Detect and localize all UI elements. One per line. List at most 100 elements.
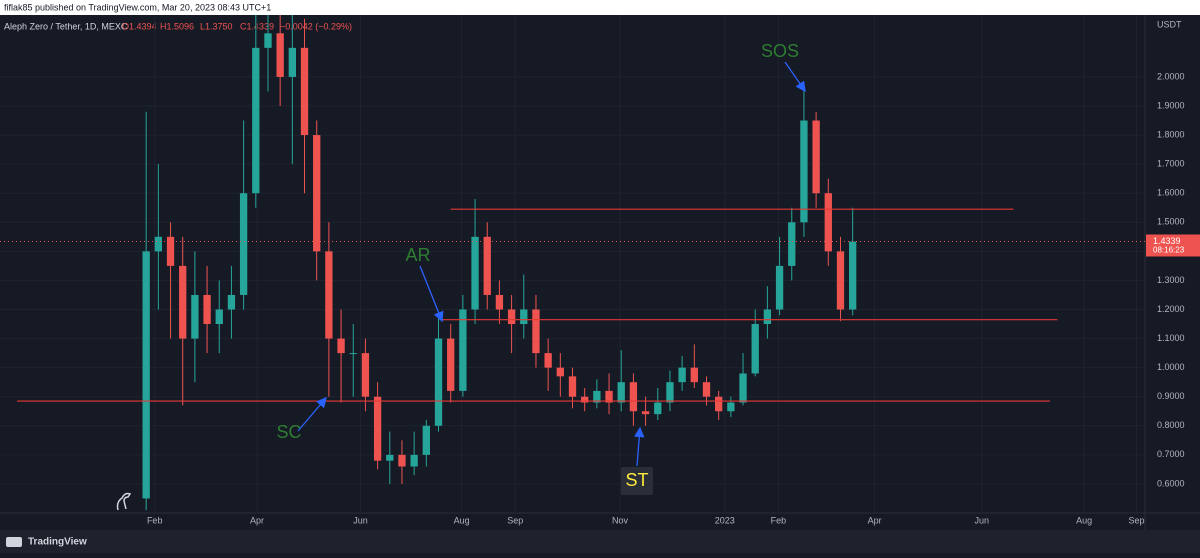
legend-value: O1.4394 <box>122 21 157 31</box>
y-tick-label: 1.1000 <box>1157 333 1185 343</box>
y-unit: USDT <box>1157 19 1182 29</box>
x-tick-label: Feb <box>147 515 163 525</box>
annotation: SC <box>276 422 301 442</box>
candle-body <box>532 309 540 354</box>
annotation: AR <box>405 245 430 265</box>
legend-value: L1.3750 <box>200 21 233 31</box>
candle-body <box>483 236 491 295</box>
candle-body <box>288 47 296 77</box>
candle-body <box>763 309 772 325</box>
y-tick-label: 1.0000 <box>1157 362 1185 372</box>
candle-body <box>751 324 759 374</box>
candle-body <box>593 390 601 403</box>
candle-body <box>447 338 455 391</box>
header-bar <box>0 0 1200 15</box>
annotation-arrow <box>297 397 327 432</box>
candle-body <box>556 367 564 377</box>
candle-body <box>654 402 662 415</box>
candle-body <box>666 382 674 403</box>
candle-body <box>507 309 516 325</box>
candle-body <box>203 294 211 325</box>
y-tick-label: 1.6000 <box>1157 188 1185 198</box>
annotation-box <box>621 467 653 495</box>
candle-body <box>179 265 187 339</box>
x-tick-label: Jun <box>975 515 990 525</box>
annotation-arrow <box>634 426 645 467</box>
footer-bar <box>0 530 1200 553</box>
plot-bg <box>0 15 1200 530</box>
candle-body <box>617 382 625 403</box>
y-tick-label: 1.8000 <box>1157 129 1185 139</box>
candle-body <box>422 425 430 455</box>
y-tick-label: 1.7000 <box>1157 159 1185 169</box>
y-tick-label: 0.6000 <box>1157 478 1185 488</box>
x-tick-label: Sep <box>1128 515 1144 525</box>
candle-body <box>715 396 723 412</box>
plot-area <box>0 15 1145 511</box>
candle-body <box>812 120 820 194</box>
candle-body <box>361 353 370 397</box>
legend-value: H1.5096 <box>160 21 194 31</box>
brand-logo <box>6 537 22 547</box>
x-tick-label: Aug <box>1076 515 1092 525</box>
candle-body <box>849 241 857 310</box>
candle-body <box>264 33 272 48</box>
candle-body <box>824 193 832 252</box>
y-tick-label: 0.9000 <box>1157 391 1185 401</box>
candle-body <box>239 193 248 295</box>
candle-body <box>775 265 784 310</box>
candle-body <box>349 353 357 355</box>
y-tick-label: 0.8000 <box>1157 420 1185 430</box>
candle-body <box>520 309 528 325</box>
candle-body <box>629 382 638 412</box>
candle-body <box>142 251 150 499</box>
y-tick-label: 1.3000 <box>1157 275 1185 285</box>
x-tick-label: Aug <box>454 515 470 525</box>
candle-body <box>386 454 394 461</box>
x-tick-label: Jun <box>353 515 368 525</box>
x-tick-label: Apr <box>250 515 264 525</box>
countdown: 08:16:23 <box>1153 246 1185 255</box>
candle-body <box>788 222 796 266</box>
candle-body <box>215 309 223 325</box>
candle-body <box>459 309 467 391</box>
candle-body <box>727 402 735 412</box>
candle-body <box>276 33 284 77</box>
annotation: SOS <box>761 41 799 61</box>
candle-body <box>252 47 260 194</box>
candle-body <box>605 390 613 403</box>
candle-body <box>544 353 552 368</box>
legend-value: −0.0042 (−0.29%) <box>280 21 352 31</box>
candle-body <box>434 338 443 426</box>
chart-title: Aleph Zero / Tether, 1D, MEXC <box>4 21 128 31</box>
header: fiflak85 published on TradingView.com, M… <box>4 2 271 12</box>
y-tick-label: 1.9000 <box>1157 100 1185 110</box>
x-tick-label: Sep <box>507 515 523 525</box>
x-tick-label: Apr <box>868 515 882 525</box>
candle-body <box>739 373 747 403</box>
candle-body <box>227 294 236 310</box>
last-price-box <box>1146 234 1200 257</box>
x-tick-label: 2023 <box>715 515 735 525</box>
logo-icon <box>116 492 132 511</box>
x-tick-label: Nov <box>612 515 629 525</box>
x-tick-label: Feb <box>771 515 787 525</box>
last-price-label: 1.4339 <box>1153 236 1181 246</box>
y-tick-label: 0.7000 <box>1157 449 1185 459</box>
candle-body <box>690 367 698 383</box>
candle-body <box>568 376 577 397</box>
candle-body <box>471 236 479 310</box>
candle-body <box>836 251 845 310</box>
candle-body <box>398 454 406 467</box>
candle-body <box>800 120 808 223</box>
candle-body <box>373 396 382 461</box>
candle-body <box>154 236 163 252</box>
brand: TradingView <box>28 537 87 548</box>
candle-body <box>581 396 589 403</box>
candle-body <box>313 135 321 252</box>
annotation-arrow <box>419 265 444 323</box>
candle-body <box>166 236 175 266</box>
candle-body <box>495 294 504 310</box>
